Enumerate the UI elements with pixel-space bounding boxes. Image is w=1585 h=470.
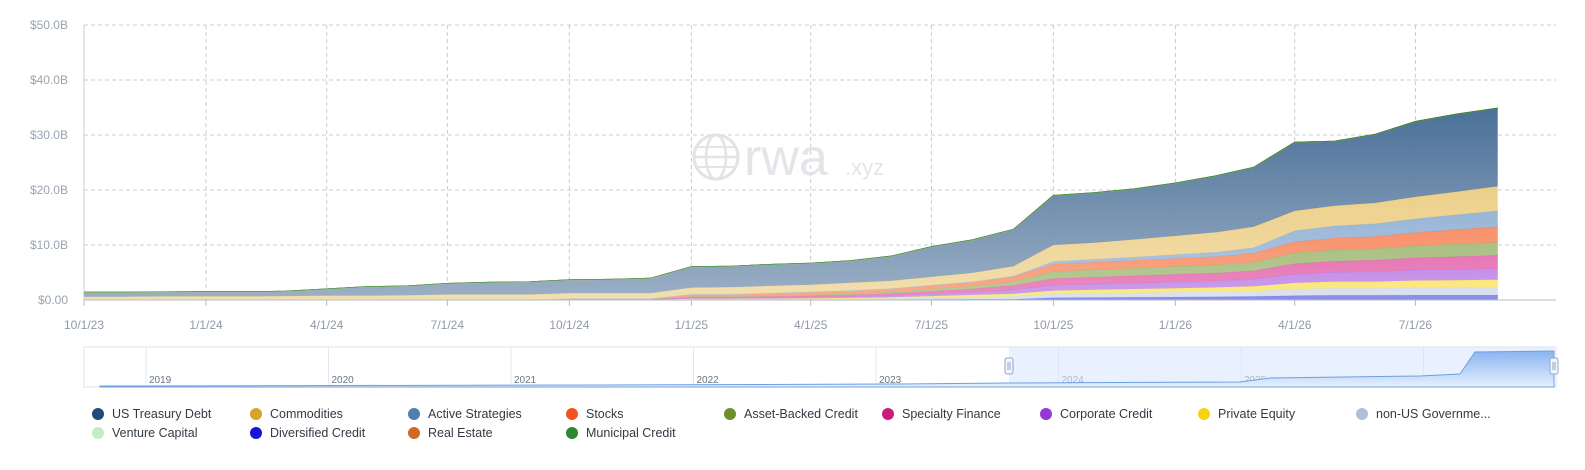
navigator-series	[99, 350, 1555, 388]
x-tick-label: 4/1/25	[794, 318, 828, 332]
legend-label: Commodities	[270, 406, 343, 421]
x-tick-label: 7/1/24	[431, 318, 465, 332]
legend-row: Venture Capital Diversified Credit Real Es…	[92, 423, 1552, 442]
legend-label: Asset-Backed Credit	[744, 406, 858, 421]
legend-marker-icon	[1356, 407, 1368, 420]
legend-item[interactable]: Specialty Finance	[882, 407, 1040, 421]
navigator-left-handle[interactable]	[1004, 357, 1014, 375]
y-tick-label: $10.0B	[30, 238, 68, 252]
y-axis: $50.0B $40.0B $30.0B $20.0B $10.0B $0.00	[30, 18, 68, 307]
legend-marker-icon	[882, 407, 894, 420]
legend-item[interactable]: Diversified Credit	[250, 426, 408, 440]
x-tick-label: 1/1/24	[189, 318, 223, 332]
legend-item[interactable]: Venture Capital	[92, 426, 250, 440]
x-tick-label: 10/1/25	[1033, 318, 1073, 332]
legend-marker-icon	[1198, 407, 1210, 420]
legend-marker-icon	[1040, 407, 1052, 420]
y-tick-label: $50.0B	[30, 18, 68, 32]
legend-marker-icon	[408, 426, 420, 439]
navigator-year-label: 2021	[514, 375, 537, 386]
navigator-right-handle[interactable]	[1549, 357, 1559, 375]
navigator-year-label: 2022	[697, 375, 720, 386]
watermark-brand: rwa	[744, 129, 828, 187]
stacked-area-chart: rwa .xyz $50.0B$40.0B$30.0B$20.0B$10.0B$…	[30, 18, 1559, 388]
legend-label: Municipal Credit	[586, 425, 676, 440]
legend: US Treasury Debt Commodities Active Strate…	[92, 404, 1552, 442]
y-tick-label: $20.0B	[30, 183, 68, 197]
legend-label: non-US Governme...	[1376, 406, 1491, 421]
globe-logo-icon	[692, 133, 740, 181]
legend-label: Stocks	[586, 406, 624, 421]
watermark: rwa .xyz	[692, 129, 884, 187]
legend-item[interactable]: Corporate Credit	[1040, 407, 1198, 421]
legend-item[interactable]: Active Strategies	[408, 407, 566, 421]
legend-label: Private Equity	[1218, 406, 1296, 421]
x-tick-label: 1/1/25	[675, 318, 709, 332]
legend-marker-icon	[92, 407, 104, 420]
legend-marker-icon	[566, 407, 578, 420]
legend-label: Real Estate	[428, 425, 493, 440]
series-areas	[84, 107, 1498, 301]
x-tick-label: 7/1/25	[915, 318, 949, 332]
legend-item[interactable]: Municipal Credit	[566, 426, 724, 440]
legend-item[interactable]: non-US Governme...	[1356, 407, 1514, 421]
watermark-suffix: .xyz	[845, 155, 884, 180]
legend-label: Corporate Credit	[1060, 406, 1153, 421]
x-tick-label: 4/1/26	[1278, 318, 1312, 332]
legend-marker-icon	[250, 407, 262, 420]
y-tick-label: $40.0B	[30, 73, 68, 87]
navigator-year-label: 2019	[149, 375, 172, 386]
navigator-year-label: 2020	[332, 375, 355, 386]
legend-label: US Treasury Debt	[112, 406, 212, 421]
legend-marker-icon	[92, 426, 104, 439]
legend-marker-icon	[408, 407, 420, 420]
x-tick-label: 7/1/26	[1399, 318, 1433, 332]
legend-label: Venture Capital	[112, 425, 198, 440]
x-axis: 10/1/23 1/1/24 4/1/24 7/1/24 10/1/24 1/1/25 4/…	[64, 299, 1556, 332]
legend-marker-icon	[250, 426, 262, 439]
legend-item[interactable]: Private Equity	[1198, 407, 1356, 421]
legend-item[interactable]: Asset-Backed Credit	[724, 407, 882, 421]
legend-row: US Treasury Debt Commodities Active Strate…	[92, 404, 1552, 423]
legend-marker-icon	[724, 407, 736, 420]
legend-item[interactable]: Real Estate	[408, 426, 566, 440]
x-tick-label: 10/1/24	[549, 318, 589, 332]
legend-label: Diversified Credit	[270, 425, 366, 440]
navigator-year-label: 2023	[879, 375, 902, 386]
range-navigator[interactable]: 20192020202120222023202420252026	[83, 346, 1559, 388]
legend-item[interactable]: Commodities	[250, 407, 408, 421]
x-tick-label: 4/1/24	[310, 318, 344, 332]
x-tick-label: 1/1/26	[1159, 318, 1193, 332]
x-tick-label: 10/1/23	[64, 318, 104, 332]
legend-item[interactable]: Stocks	[566, 407, 724, 421]
area-highlight-overlay	[84, 108, 1498, 300]
legend-marker-icon	[566, 426, 578, 439]
legend-label: Active Strategies	[428, 406, 522, 421]
legend-label: Specialty Finance	[902, 406, 1001, 421]
legend-item[interactable]: US Treasury Debt	[92, 407, 250, 421]
y-tick-label: $30.0B	[30, 128, 68, 142]
y-tick-label: $0.00	[38, 293, 68, 307]
